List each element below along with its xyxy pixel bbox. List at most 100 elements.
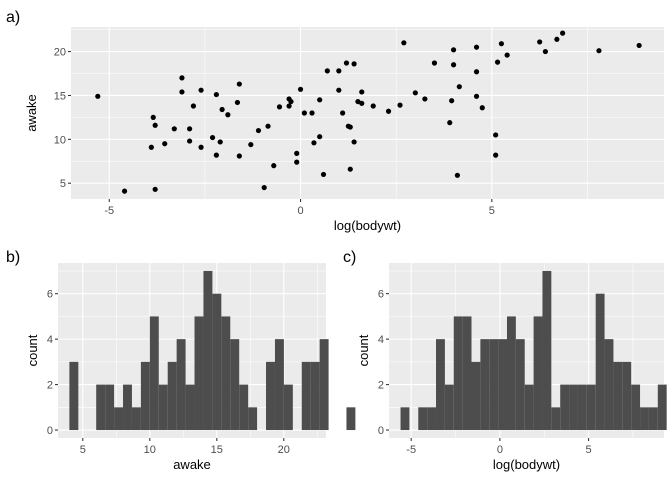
histogram-bar xyxy=(453,316,463,431)
scatter-point xyxy=(294,159,300,165)
x-tick-label: 15 xyxy=(211,444,223,456)
scatter-point xyxy=(236,153,242,159)
scatter-point xyxy=(351,139,357,145)
scatter-point xyxy=(401,40,407,46)
scatter-point xyxy=(359,89,365,95)
y-tick-label: 10 xyxy=(54,134,66,146)
histogram-bar xyxy=(560,384,570,431)
scatter-point xyxy=(343,60,350,66)
histogram-bar xyxy=(444,384,454,431)
histogram-bar xyxy=(400,407,410,431)
histogram-bar xyxy=(586,384,596,431)
scatter-point xyxy=(95,93,101,99)
panel-tag: c) xyxy=(343,249,356,266)
histogram-bar xyxy=(158,384,168,431)
scatter-point xyxy=(537,39,543,45)
scatter-point xyxy=(542,48,549,55)
histogram-bar xyxy=(221,316,231,431)
scatter-point xyxy=(324,68,330,74)
scatter-point xyxy=(271,163,277,169)
scatter-point xyxy=(447,120,453,126)
histogram-bar xyxy=(622,361,632,431)
scatter-point xyxy=(255,127,262,134)
scatter-point xyxy=(294,150,300,156)
histogram-bar xyxy=(266,361,275,431)
histogram-bar xyxy=(239,384,249,431)
scatter-point xyxy=(198,144,204,150)
panel-background xyxy=(71,27,664,199)
scatter-point xyxy=(397,102,403,108)
scatter-point xyxy=(198,87,204,93)
histogram-bar xyxy=(436,339,445,431)
histogram-panel-c: -5 0 5 0 2 4 6 log(bodywt) count c) xyxy=(343,249,667,472)
scatter-point xyxy=(179,75,185,81)
y-axis-title: count xyxy=(356,334,371,366)
histogram-bar xyxy=(283,384,293,431)
scatter-point xyxy=(152,122,158,128)
scatter-point xyxy=(554,36,560,42)
scatter-point xyxy=(236,81,242,87)
scatter-point xyxy=(449,98,455,104)
scatter-point xyxy=(454,172,461,178)
scatter-point xyxy=(225,112,231,118)
scatter-point xyxy=(121,188,128,194)
scatter-point xyxy=(219,106,225,113)
histogram-bar xyxy=(577,384,587,431)
histogram-bar xyxy=(418,407,428,431)
scatter-point xyxy=(351,61,357,67)
histogram-bar xyxy=(462,316,472,431)
scatter-point xyxy=(150,114,156,120)
y-tick-label: 2 xyxy=(378,380,384,392)
histogram-bar xyxy=(96,384,106,431)
scatter-point xyxy=(498,41,505,47)
histogram-bar xyxy=(542,270,552,431)
y-tick-label: 4 xyxy=(378,334,384,346)
scatter-point xyxy=(412,90,418,96)
y-tick-label: 6 xyxy=(378,289,384,301)
y-tick-label: 5 xyxy=(60,178,66,190)
histogram-bar xyxy=(631,384,641,431)
scatter-point xyxy=(493,152,499,158)
histogram-bar xyxy=(149,316,159,431)
histogram-bar xyxy=(123,384,132,431)
scatter-point xyxy=(311,140,317,146)
scatter-point xyxy=(385,108,392,114)
histogram-bar xyxy=(230,339,240,431)
scatter-point xyxy=(286,103,292,109)
y-axis-title: count xyxy=(25,334,40,366)
histogram-bar xyxy=(524,384,534,431)
scatter-point xyxy=(297,86,304,92)
histogram-bar xyxy=(640,407,649,431)
x-tick-label: 5 xyxy=(489,205,495,217)
scatter-point xyxy=(301,110,307,116)
scatter-point xyxy=(473,93,480,99)
scatter-point xyxy=(456,84,462,90)
histogram-bar xyxy=(533,316,543,431)
histogram-bar xyxy=(203,270,213,431)
histogram-bar xyxy=(346,407,356,431)
histogram-bar xyxy=(551,407,561,431)
scatter-point xyxy=(422,96,428,102)
scatter-point xyxy=(347,124,353,130)
scatter-point xyxy=(317,134,323,140)
histogram-bar xyxy=(248,407,258,431)
histogram-bar xyxy=(489,339,499,431)
scatter-point xyxy=(317,97,323,103)
scatter-point xyxy=(187,126,193,132)
histogram-bar xyxy=(657,384,667,431)
histogram-panel-b: 5 10 15 20 0 2 4 6 awake count b) xyxy=(6,249,356,472)
histogram-bar xyxy=(274,339,284,431)
x-tick-label: 5 xyxy=(80,444,86,456)
histogram-bar xyxy=(69,361,79,431)
histogram-bar xyxy=(310,361,320,431)
histogram-bar xyxy=(140,361,150,431)
scatter-point xyxy=(190,103,197,109)
x-tick-label: -5 xyxy=(104,205,114,217)
scatter-point xyxy=(431,60,438,66)
scatter-point xyxy=(370,103,376,109)
scatter-point xyxy=(213,152,219,158)
histogram-bar xyxy=(319,339,329,431)
scatter-point xyxy=(473,44,480,50)
y-tick-label: 6 xyxy=(47,289,53,301)
